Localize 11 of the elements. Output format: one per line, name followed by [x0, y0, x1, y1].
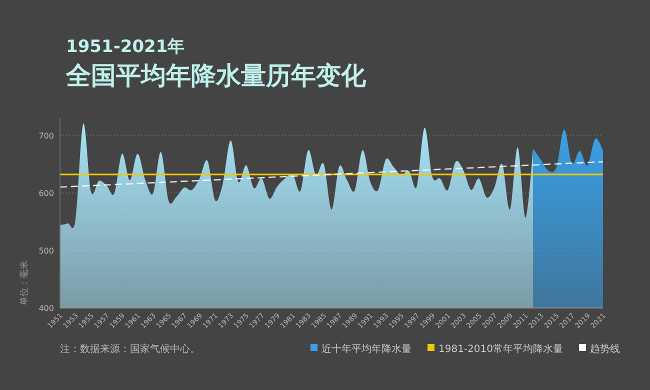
- y-tick-label: 600: [38, 188, 54, 198]
- chart-title: 全国平均年降水量历年变化: [65, 61, 367, 90]
- legend-label: 1981-2010常年平均降水量: [438, 343, 563, 355]
- text: 注：数据来源：国家气候中心。: [60, 343, 200, 355]
- legend-label: 趋势线: [590, 343, 620, 355]
- chart-subtitle: 1951-2021年: [66, 37, 185, 57]
- y-tick-label: 500: [38, 246, 54, 256]
- y-tick-label: 700: [38, 131, 54, 140]
- y-tick-label: 400: [38, 304, 54, 313]
- y-axis-title: 单位：毫米: [19, 260, 30, 306]
- legend-label: 近十年平均年降水量: [321, 343, 412, 355]
